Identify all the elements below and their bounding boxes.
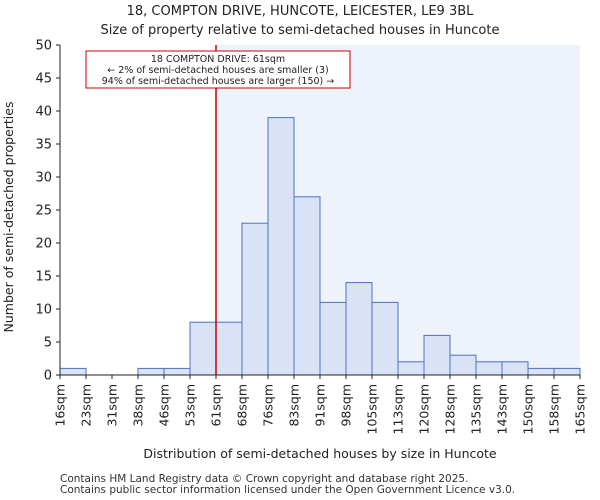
bar-120sqm <box>423 334 451 376</box>
bar-46sqm <box>163 367 191 376</box>
bar-16sqm <box>59 367 87 376</box>
annotation-line-2: ← 2% of semi-detached houses are smaller… <box>107 65 328 76</box>
y-tick-label: 35 <box>35 138 52 153</box>
bar-61sqm <box>215 321 243 376</box>
x-tick-label: 158sqm <box>547 384 562 434</box>
bar-143sqm <box>501 361 529 376</box>
footer-line-1: Contains HM Land Registry data © Crown c… <box>60 473 469 485</box>
y-tick-label: 15 <box>35 270 52 285</box>
bar-38sqm <box>137 367 165 376</box>
x-tick-label: 76sqm <box>261 384 276 427</box>
x-tick-label: 46sqm <box>157 384 172 427</box>
bar-113sqm <box>397 361 425 376</box>
bar-98sqm <box>345 282 373 376</box>
bar-68sqm <box>241 222 269 376</box>
bar-150sqm <box>527 367 555 376</box>
x-tick-label: 150sqm <box>521 384 536 434</box>
x-tick-label: 61sqm <box>209 384 224 427</box>
x-tick-label: 98sqm <box>339 384 354 427</box>
bar-76sqm <box>267 117 295 376</box>
bar-53sqm <box>189 321 217 376</box>
x-tick-label: 128sqm <box>443 384 458 434</box>
x-tick-label: 83sqm <box>287 384 302 427</box>
x-axis-label: Distribution of semi-detached houses by … <box>143 446 497 461</box>
x-tick-label: 91sqm <box>313 384 328 427</box>
x-tick-label: 31sqm <box>105 384 120 427</box>
bar-105sqm <box>371 301 399 376</box>
annotation-box <box>85 50 351 89</box>
x-tick-label: 135sqm <box>469 384 484 434</box>
x-tick-label: 68sqm <box>235 384 250 427</box>
y-tick-label: 0 <box>44 369 52 384</box>
x-tick-label: 165sqm <box>573 384 588 434</box>
x-tick-label: 53sqm <box>183 384 198 427</box>
bar-135sqm <box>475 361 503 376</box>
y-tick-label: 30 <box>35 171 52 186</box>
bar-128sqm <box>449 354 477 376</box>
footer-line-2: Contains public sector information licen… <box>60 484 516 496</box>
x-tick-label: 16sqm <box>53 384 68 427</box>
y-tick-label: 45 <box>35 72 52 87</box>
y-tick-label: 40 <box>35 105 52 120</box>
bar-91sqm <box>319 301 347 376</box>
y-axis-label: Number of semi-detached properties <box>1 102 16 333</box>
y-tick-label: 50 <box>35 39 52 54</box>
x-tick-label: 23sqm <box>79 384 94 427</box>
x-tick-label: 143sqm <box>495 384 510 434</box>
annotation-line-1: 18 COMPTON DRIVE: 61sqm <box>151 54 285 65</box>
bar-83sqm <box>293 196 321 376</box>
x-tick-label: 105sqm <box>365 384 380 434</box>
annotation-line-3: 94% of semi-detached houses are larger (… <box>102 76 335 87</box>
y-tick-label: 20 <box>35 237 52 252</box>
x-tick-label: 113sqm <box>391 384 406 434</box>
bar-158sqm <box>553 367 581 376</box>
chart-subtitle: Size of property relative to semi-detach… <box>100 23 500 38</box>
y-tick-label: 5 <box>44 336 52 351</box>
y-tick-label: 25 <box>35 204 52 219</box>
chart-title: 18, COMPTON DRIVE, HUNCOTE, LEICESTER, L… <box>126 4 474 19</box>
y-tick-label: 10 <box>35 303 52 318</box>
x-tick-label: 120sqm <box>417 384 432 434</box>
plot-area: 0 5 10 15 20 25 30 35 40 45 50 16sqm 23sqm 31sqm 38sqm… <box>35 39 587 435</box>
x-tick-label: 38sqm <box>131 384 146 427</box>
